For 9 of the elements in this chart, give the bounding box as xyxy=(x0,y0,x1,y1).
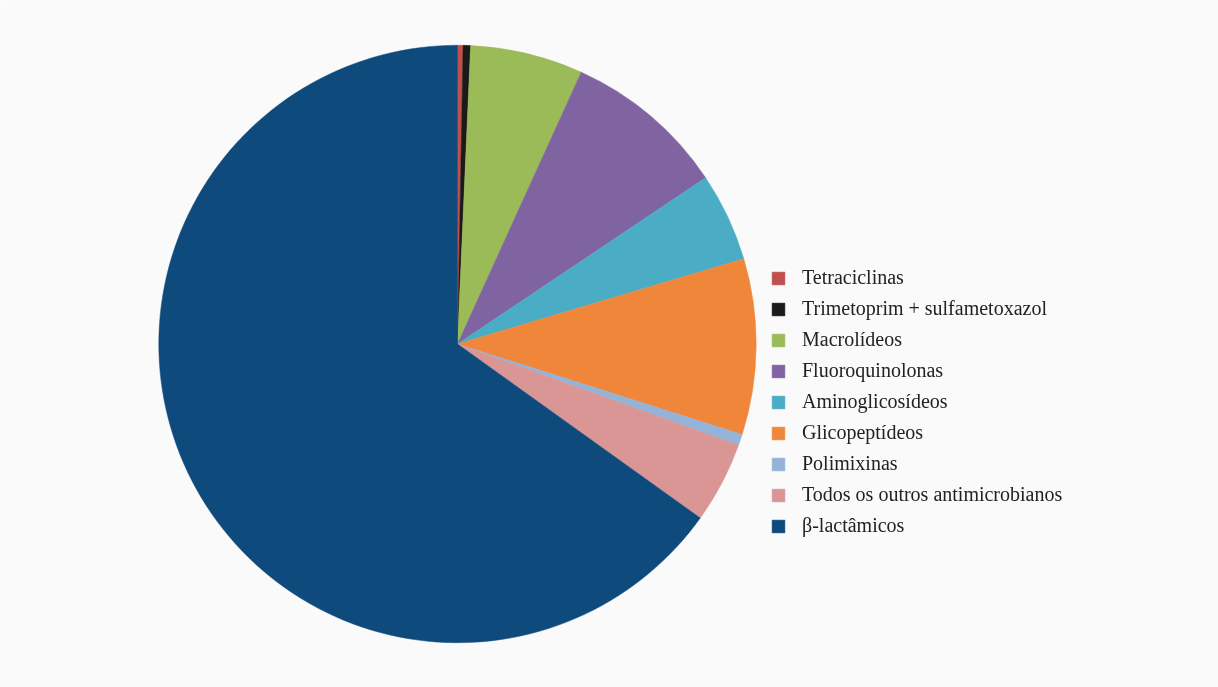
legend-label: Trimetoprim + sulfametoxazol xyxy=(802,297,1047,320)
legend-label: β-lactâmicos xyxy=(802,514,905,537)
legend-label: Tetraciclinas xyxy=(802,266,904,289)
legend-label: Aminoglicosídeos xyxy=(802,390,948,413)
legend-label: Fluoroquinolonas xyxy=(802,359,944,382)
legend-label: Macrolídeos xyxy=(802,328,902,351)
legend-label: Glicopeptídeos xyxy=(802,421,924,444)
legend-label: Todos os outros antimicrobianos xyxy=(802,483,1063,506)
legend-label: Polimixinas xyxy=(802,452,898,475)
